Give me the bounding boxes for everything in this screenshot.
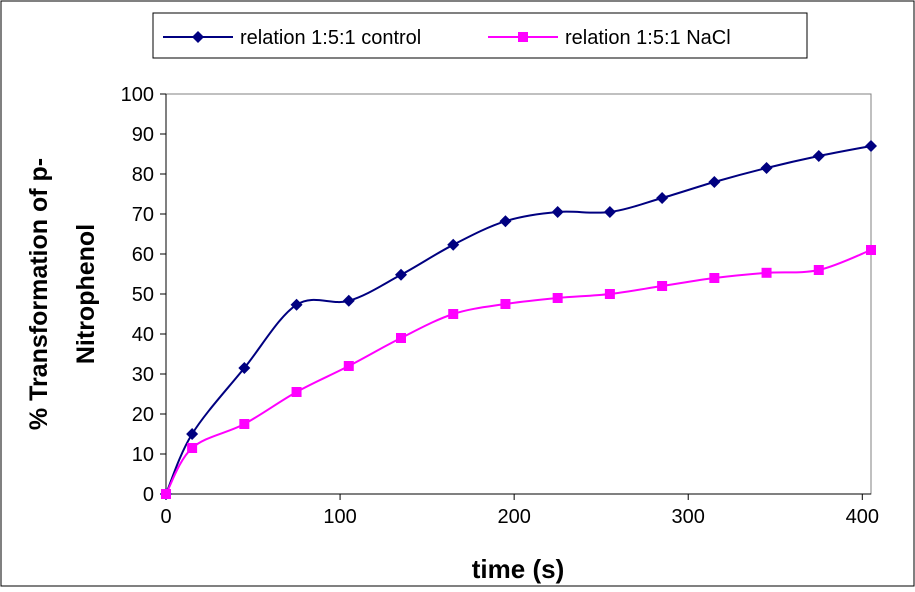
y-axis-label: % Transformation of p- Nitrophenol <box>25 158 100 430</box>
data-point-diamond <box>656 192 669 204</box>
data-point-diamond <box>238 362 251 374</box>
x-axis-label: time (s) <box>472 554 564 584</box>
data-point-square <box>866 245 876 255</box>
data-point-square <box>448 309 459 319</box>
legend: relation 1:5:1 control relation 1:5:1 Na… <box>152 12 808 59</box>
y-tick-label: 0 <box>143 484 154 506</box>
x-tick-label: 300 <box>672 506 705 528</box>
y-tick-label: 60 <box>132 244 154 266</box>
data-point-square <box>187 443 198 453</box>
y-tick-label: 20 <box>132 404 154 426</box>
y-tick-label: 90 <box>132 124 154 146</box>
x-tick-label: 200 <box>497 506 530 528</box>
data-point-square <box>813 265 824 275</box>
data-point-square <box>291 387 302 397</box>
legend-label-nacl: relation 1:5:1 NaCl <box>565 27 731 49</box>
x-tick-label: 100 <box>323 506 356 528</box>
y-tick-label: 100 <box>121 84 154 106</box>
data-point-square <box>396 333 406 343</box>
y-ticks: 0 10 20 30 40 50 60 70 80 90 100 <box>121 84 166 506</box>
legend-box <box>152 12 808 59</box>
legend-marker-nacl <box>518 32 528 42</box>
data-point-diamond <box>186 428 199 440</box>
y-tick-label: 80 <box>132 164 154 186</box>
y-tick-label: 70 <box>132 204 154 226</box>
data-point-square <box>161 489 171 499</box>
data-point-diamond <box>395 268 407 281</box>
legend-label-control: relation 1:5:1 control <box>240 27 421 49</box>
data-point-square <box>709 273 720 283</box>
data-point-square <box>500 299 511 309</box>
data-point-diamond <box>551 206 564 218</box>
data-point-diamond <box>760 162 773 174</box>
legend-item-control: relation 1:5:1 control <box>163 27 421 49</box>
data-point-diamond <box>603 206 616 218</box>
data-point-diamond <box>499 215 512 228</box>
y-tick-label: 40 <box>132 324 154 346</box>
series-control <box>160 140 877 500</box>
data-point-diamond <box>342 294 355 307</box>
data-point-diamond <box>708 176 721 188</box>
data-point-diamond <box>290 298 303 311</box>
series-nacl <box>161 245 876 499</box>
y-tick-label: 30 <box>132 364 154 386</box>
plot-area <box>165 93 872 495</box>
y-axis-label-line-1: % Transformation of p- <box>25 158 53 430</box>
x-tick-label: 0 <box>160 506 171 528</box>
data-point-diamond <box>447 238 460 251</box>
data-point-square <box>552 293 563 303</box>
legend-marker-control <box>192 31 204 43</box>
x-tick-label: 400 <box>846 506 879 528</box>
y-tick-label: 50 <box>132 284 154 306</box>
data-point-diamond <box>865 140 877 152</box>
data-point-square <box>657 281 668 291</box>
data-point-square <box>239 419 250 429</box>
legend-item-nacl: relation 1:5:1 NaCl <box>488 27 731 49</box>
y-axis-label-line-2: Nitrophenol <box>72 224 100 364</box>
data-point-square <box>604 289 615 299</box>
series <box>160 140 877 500</box>
x-ticks: 0 100 200 300 400 <box>160 494 879 528</box>
data-point-square <box>761 267 772 278</box>
data-point-diamond <box>812 150 825 162</box>
y-tick-label: 10 <box>132 444 154 466</box>
data-point-square <box>343 361 354 371</box>
